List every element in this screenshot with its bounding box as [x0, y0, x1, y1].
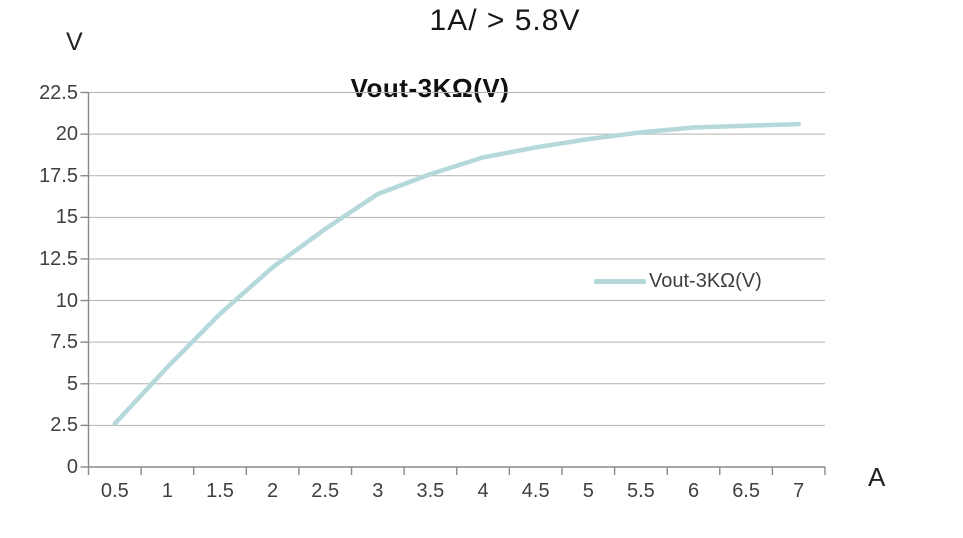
x-tick-label: 6.5	[732, 480, 760, 502]
y-tick-label: 15	[55, 206, 78, 229]
legend-series-label: Vout-3KΩ(V)	[649, 269, 762, 292]
legend: Vout-3KΩ(V)	[594, 270, 762, 292]
y-tick-label: 20	[55, 123, 78, 146]
x-tick-label: 4.5	[521, 480, 550, 502]
x-tick-label: 1.5	[206, 480, 234, 502]
x-axis-unit-label: A	[868, 462, 886, 492]
page-title: 1A/ > 5.8V	[429, 4, 581, 37]
x-tick-label: 2	[267, 480, 279, 502]
y-tick-label: 12.5	[39, 247, 78, 270]
chart-title: Vout-3KΩ(V)	[350, 73, 510, 103]
y-tick-label: 10	[55, 289, 78, 312]
y-axis-unit-label: V	[66, 28, 83, 56]
x-tick-label: 2.5	[311, 480, 340, 502]
series-line	[112, 121, 801, 426]
x-tick-label: 5	[582, 480, 594, 502]
y-tick-label: 17.5	[39, 164, 78, 187]
x-tick-label: 4	[477, 480, 489, 502]
x-tick-label: 0.5	[100, 480, 129, 502]
y-tick-label: 7.5	[50, 331, 78, 354]
x-tick-label: 7	[793, 480, 805, 502]
y-tick-label: 0	[66, 456, 78, 478]
x-tick-label: 3	[372, 480, 384, 502]
x-tick-label: 5.5	[626, 480, 655, 502]
x-tick-label: 6	[687, 480, 700, 502]
y-tick-label: 2.5	[50, 414, 78, 437]
y-tick-label: 5	[66, 372, 78, 395]
legend-line-sample	[594, 278, 646, 284]
x-tick-label: 3.5	[416, 480, 445, 502]
y-tick-label: 22.5	[39, 81, 78, 104]
x-tick-label: 1	[161, 480, 173, 502]
